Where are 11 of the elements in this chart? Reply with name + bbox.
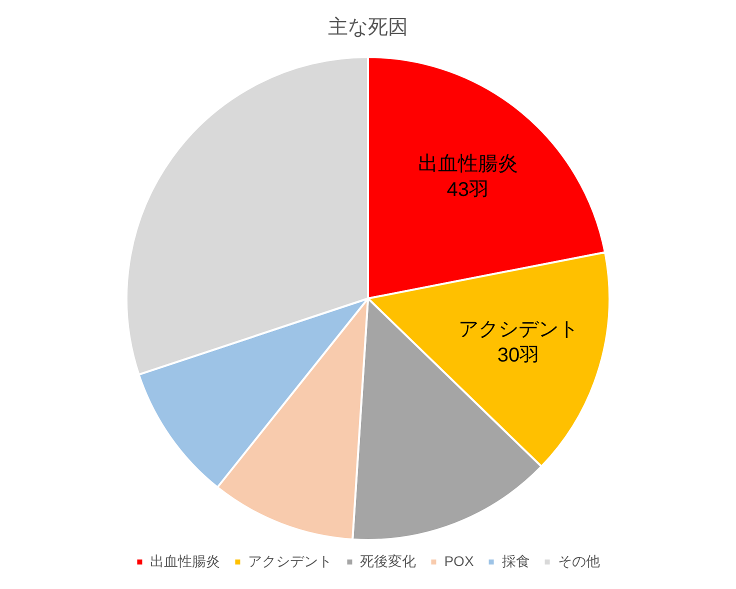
legend-label: 死後変化 [360,552,416,569]
legend-label: 出血性腸炎 [150,552,220,569]
chart-title: 主な死因 [328,16,408,39]
slice-label: アクシデント [458,318,578,341]
legend-label: 採食 [502,552,530,569]
slice-label: 出血性腸炎 [418,152,518,175]
legend-label: その他 [558,552,600,569]
data-label: 43羽 [446,178,489,201]
legend-label: アクシデント [248,552,332,569]
data-label: 30羽 [497,344,540,367]
legend-label: POX [444,552,474,569]
